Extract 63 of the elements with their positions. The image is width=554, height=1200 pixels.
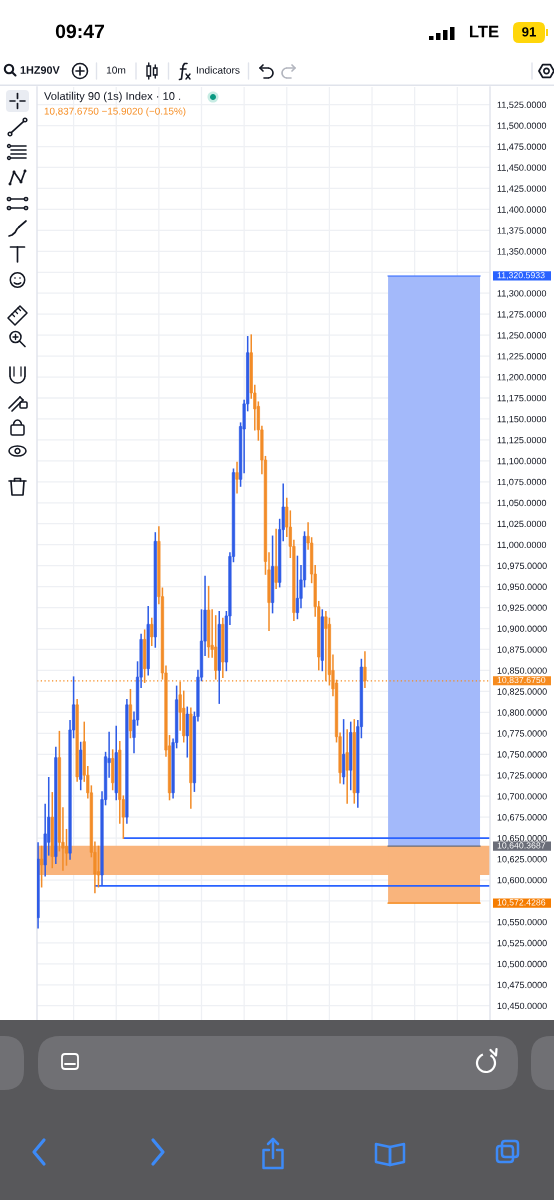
y-tick-label: 11,275.0000 bbox=[497, 311, 547, 319]
ref-line-label: 11,320.5933 bbox=[497, 272, 545, 280]
y-tick-label: 11,350.0000 bbox=[497, 248, 547, 256]
y-tick-label: 10,500.0000 bbox=[497, 960, 547, 969]
candlestick bbox=[363, 651, 367, 688]
y-tick-label: 10,750.0000 bbox=[497, 751, 547, 759]
y-tick-label: 11,200.0000 bbox=[497, 374, 547, 382]
y-tick-label: 11,175.0000 bbox=[497, 394, 547, 403]
y-tick-label: 10,900.0000 bbox=[497, 625, 547, 633]
y-tick-label: 11,450.0000 bbox=[497, 164, 547, 172]
ref-line-label: 10,572.4286 bbox=[497, 899, 546, 907]
y-tick-label: 10,550.0000 bbox=[497, 918, 547, 927]
y-tick-label: 10,625.0000 bbox=[497, 856, 547, 864]
y-tick-label: 11,400.0000 bbox=[497, 206, 547, 214]
y-tick-label: 10,675.0000 bbox=[497, 814, 547, 822]
candlestick bbox=[274, 528, 278, 590]
candlestick bbox=[342, 719, 346, 785]
y-tick-label: 11,375.0000 bbox=[497, 227, 547, 235]
candlestick bbox=[185, 706, 189, 758]
y-tick-label: 10,775.0000 bbox=[497, 730, 547, 738]
y-tick-label: 11,500.0000 bbox=[497, 122, 547, 130]
chart-title: Volatility 90 (1s) Index · 10 . bbox=[44, 91, 181, 103]
y-tick-label: 10,525.0000 bbox=[497, 939, 547, 948]
y-tick-label: 10,650.0000 bbox=[497, 835, 547, 843]
y-tick-label: 11,000.0000 bbox=[497, 541, 547, 550]
y-tick-label: 10,875.0000 bbox=[497, 646, 547, 654]
y-tick-label: 10,725.0000 bbox=[497, 772, 547, 780]
y-tick-label: 11,125.0000 bbox=[497, 436, 547, 445]
y-tick-label: 10,800.0000 bbox=[497, 709, 547, 717]
y-tick-label: 11,025.0000 bbox=[497, 520, 547, 529]
y-tick-label: 11,050.0000 bbox=[497, 499, 547, 508]
text: LTE bbox=[469, 25, 499, 38]
y-tick-label: 11,300.0000 bbox=[497, 290, 547, 298]
y-tick-label: 10,600.0000 bbox=[497, 876, 547, 885]
y-tick-label: 11,475.0000 bbox=[497, 143, 547, 151]
y-tick-label: 11,075.0000 bbox=[497, 478, 547, 487]
text: 91 bbox=[522, 27, 536, 37]
y-tick-label: 10,475.0000 bbox=[497, 981, 547, 990]
candlestick bbox=[295, 555, 300, 620]
text: Indicators bbox=[196, 66, 240, 74]
y-tick-label: 11,525.0000 bbox=[497, 101, 547, 110]
text: 10,837.6750 −15.9020 (−0.15%) bbox=[44, 107, 186, 117]
candlestick bbox=[150, 617, 154, 647]
candlestick bbox=[40, 845, 44, 888]
y-tick-label: 10,925.0000 bbox=[497, 604, 547, 612]
text: 10m bbox=[106, 66, 126, 74]
y-tick-label: 10,450.0000 bbox=[497, 1002, 547, 1011]
candlestick bbox=[345, 729, 349, 804]
text: 1HZ90V bbox=[20, 66, 60, 74]
y-tick-label: 10,950.0000 bbox=[497, 583, 547, 592]
text: 09:47 bbox=[55, 24, 105, 39]
y-tick-label: 11,250.0000 bbox=[497, 332, 547, 340]
ref-line-label: 10,640.3687 bbox=[497, 842, 546, 850]
y-tick-label: 10,850.0000 bbox=[497, 667, 547, 675]
y-tick-label: 11,150.0000 bbox=[497, 415, 547, 424]
y-tick-label: 10,825.0000 bbox=[497, 688, 547, 696]
candlestick bbox=[235, 461, 239, 494]
y-tick-label: 10,700.0000 bbox=[497, 793, 547, 801]
y-tick-label: 11,100.0000 bbox=[497, 457, 547, 466]
y-tick-label: 11,425.0000 bbox=[497, 185, 547, 193]
y-tick-label: 10,975.0000 bbox=[497, 562, 547, 571]
y-tick-label: 11,225.0000 bbox=[497, 353, 547, 361]
ref-line-label: 10,837.6750 bbox=[497, 676, 546, 685]
